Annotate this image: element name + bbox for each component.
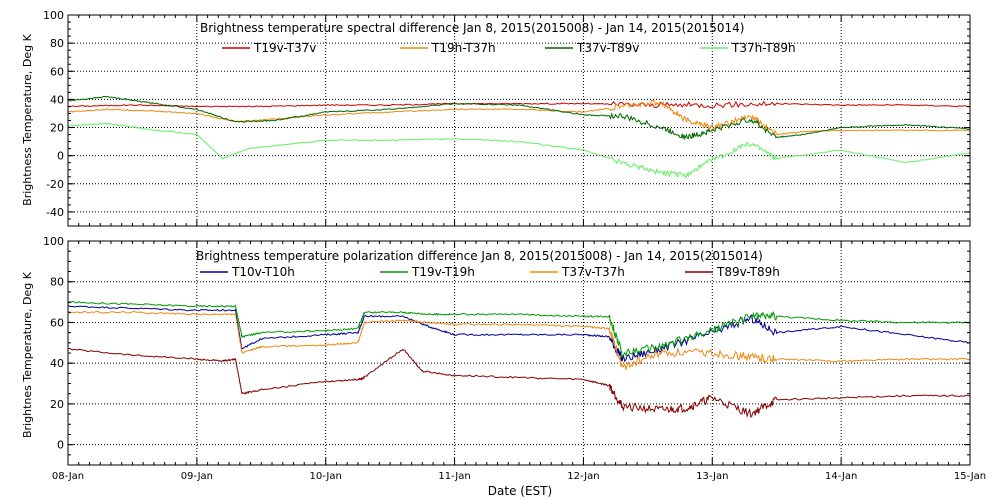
spectral-difference-ylabel: Brightness Temperature, Deg K [21,33,34,205]
polarization-difference-panel: T10v-T10h T19v-T19h T37v-T37h T89v-T89h Brig… [43,235,986,482]
y-tick-label: 60 [50,65,64,78]
chart-title: Brightness temperature polarization diff… [196,249,763,263]
series-line-t19v-t37v [67,100,971,109]
polarization-difference-ylabel: Brightnes Temperature, Deg K [21,271,34,438]
x-tick-label: 15-Jan [954,471,986,482]
legend-label-t19v-t19h: T19v-T19h [411,265,475,279]
y-tick-label: -20 [46,178,64,191]
x-tick-label: 08-Jan [52,471,84,482]
y-tick-label: 20 [50,398,64,411]
x-axis-label: Date (EST) [488,484,552,498]
legend-label-t10v-t10h: T10v-T10h [231,265,295,279]
x-tick-label: 11-Jan [438,471,470,482]
series-line-t89v-t89h [68,348,971,418]
spectral-difference-panel: T19v-T37v T19h-T37h T37v-T89v T37h-T89h Brig… [43,9,971,227]
y-tick-label: 40 [50,357,64,370]
series-line-t37v-t89v [67,95,971,141]
y-tick-label: 80 [50,37,64,50]
legend-label-t37v-t89v: T37v-T89v [576,41,639,55]
legend-label-t37h-t89h: T37h-T89h [731,41,796,55]
series-line-t37v-t37h [67,310,971,371]
x-tick-label: 12-Jan [567,471,599,482]
legend-label-t89v-t89h: T89v-T89h [716,265,780,279]
y-tick-label: 80 [50,276,64,289]
y-tick-label: 0 [57,150,64,163]
y-tick-label: 100 [43,235,64,248]
y-tick-label: 40 [50,93,64,106]
x-tick-label: 14-Jan [825,471,857,482]
series-line-t37h-t89h [67,122,971,179]
series-line-t19v-t19h [67,300,971,359]
series-line-t19h-t37h [67,99,971,136]
y-tick-label: -40 [46,206,64,219]
x-tick-label: 09-Jan [181,471,213,482]
legend-label-t19v-t37v: T19v-T37v [253,41,316,55]
series-line-t10v-t10h [67,305,971,363]
y-tick-label: 0 [57,439,64,452]
x-tick-label: 10-Jan [310,471,342,482]
y-tick-label: 60 [50,316,64,329]
y-tick-label: 20 [50,122,64,135]
legend-label-t37v-t37h: T37v-T37h [561,265,625,279]
chart-title: Brightness temperature spectral differen… [200,21,744,35]
legend-label-t19h-t37h: T19h-T37h [431,41,496,55]
x-tick-label: 13-Jan [696,471,728,482]
y-tick-label: 100 [43,9,64,22]
